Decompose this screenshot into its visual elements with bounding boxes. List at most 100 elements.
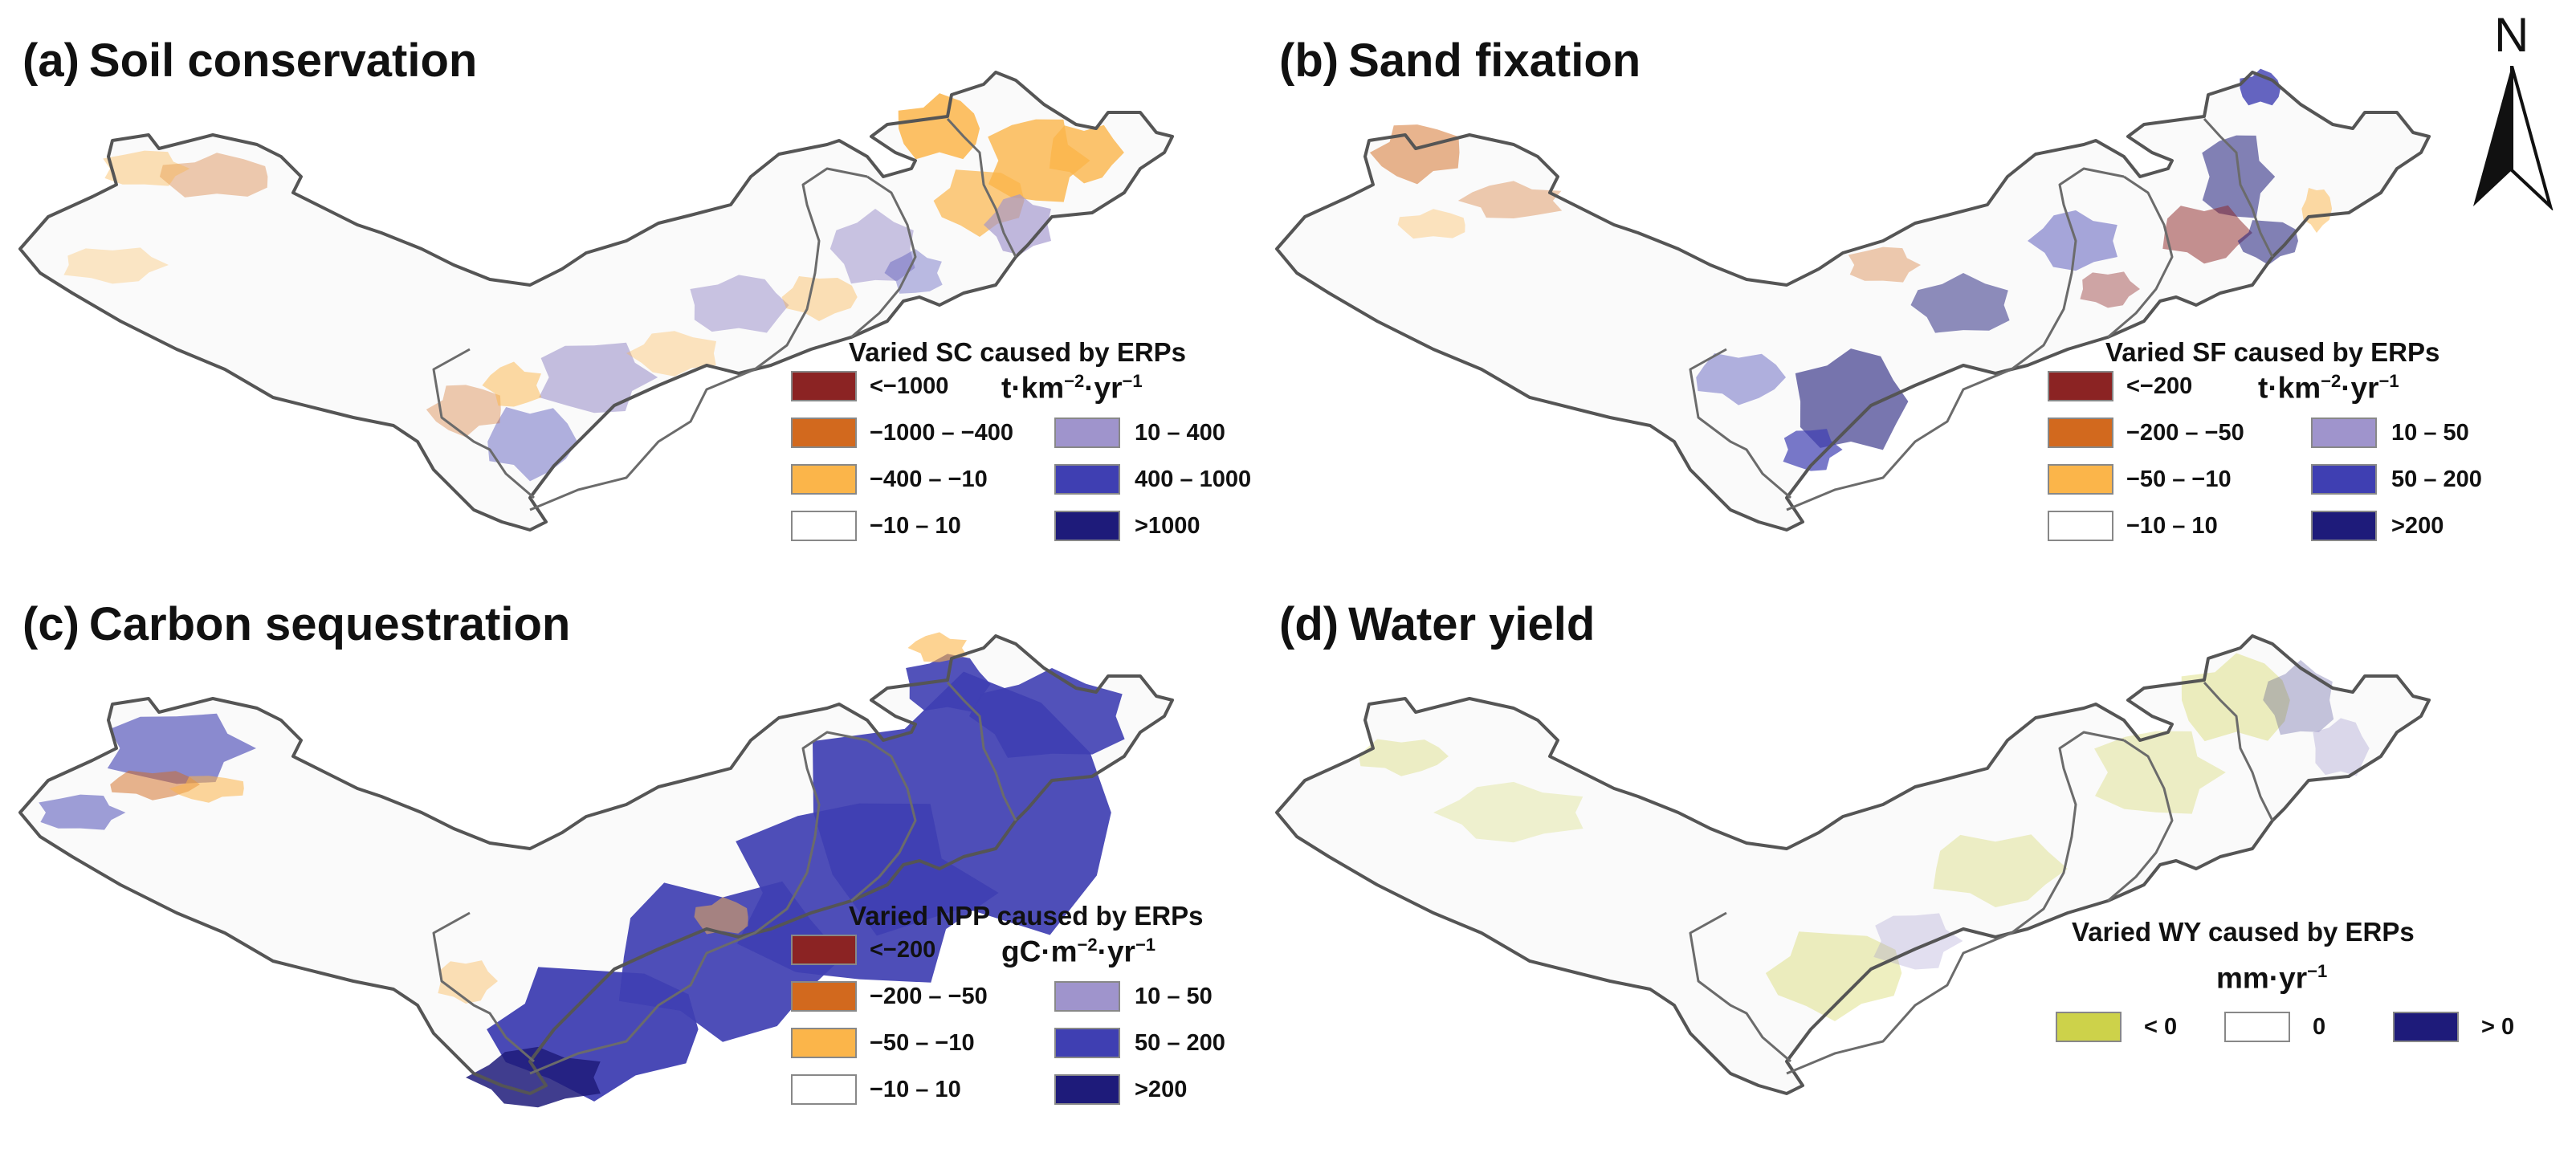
map-patch [1873, 913, 1963, 970]
legend-label: 10 – 400 [1135, 420, 1225, 446]
legend-swatch [2311, 511, 2377, 541]
inner-boundary [946, 681, 1017, 821]
legend-label: >1000 [1135, 513, 1200, 539]
panel-title-text: Sand fixation [1348, 35, 1641, 87]
legend-unit: t·km−2·yr−1 [1001, 371, 1143, 405]
map-patch [907, 632, 968, 662]
map-patch [1049, 124, 1124, 184]
north-arrow: N [2464, 11, 2560, 212]
inner-boundary [432, 911, 535, 1063]
map-patch [1359, 739, 1449, 776]
panel-title: (b) Sand fixation [1279, 34, 1641, 88]
inner-boundary [529, 731, 868, 1075]
panel-title-text: Water yield [1348, 598, 1596, 650]
map-patch [884, 249, 943, 294]
panel-letter: (d) [1279, 598, 1339, 650]
legend-label: 10 – 50 [1135, 984, 1213, 1009]
legend-swatch [791, 981, 857, 1012]
legend-swatch [2048, 371, 2113, 401]
panel-soil-conservation: (a) Soil conservation Varied SC caused by… [16, 16, 1269, 578]
panel-sand-fixation: (b) Sand fixation Varied SF caused by ERP… [1273, 16, 2525, 578]
map-patch [539, 342, 658, 413]
inner-boundary [529, 167, 868, 511]
map-patches [1359, 653, 2370, 1021]
legend-swatch [1054, 1028, 1120, 1058]
legend-label: −1000 – −400 [870, 420, 1014, 446]
map-patch [103, 150, 190, 186]
map-patch [1696, 352, 1786, 405]
legend-swatch [1054, 1074, 1120, 1105]
map-patch [1369, 124, 1460, 185]
north-arrow-icon [2473, 66, 2554, 210]
map-patch [2237, 220, 2298, 265]
map-patch [1765, 931, 1902, 1021]
legend-label: −50 – −10 [870, 1030, 975, 1056]
map-patch [2094, 731, 2226, 814]
inner-boundary [2107, 739, 2174, 902]
legend-label: 400 – 1000 [1135, 466, 1252, 492]
legend-unit: gC·m−2·yr−1 [1001, 935, 1156, 968]
panel-carbon-sequestration: (c) Carbon sequestration Varied NPP cause… [16, 580, 1269, 1142]
legend-swatch [2048, 511, 2113, 541]
map-patch [690, 275, 789, 333]
legend-swatch [1054, 418, 1120, 448]
legend: Varied SC caused by ERPs t·km−2·yr−1 <−1… [791, 337, 1273, 578]
legend-swatch [791, 511, 857, 541]
legend: Varied NPP caused by ERPs gC·m−2·yr−1 <−… [791, 901, 1273, 1142]
panel-letter: (c) [22, 598, 79, 650]
map-patch [159, 153, 268, 198]
map-patches [1369, 68, 2333, 471]
legend-swatch [791, 1028, 857, 1058]
legend-unit: mm·yr−1 [2216, 961, 2328, 995]
map-patch [169, 776, 244, 803]
map-patches [63, 93, 1124, 482]
carbon-sequestration-map [18, 632, 1174, 1108]
map-patch [2181, 653, 2290, 742]
legend-label: −200 – −50 [870, 984, 988, 1009]
panel-letter: (b) [1279, 35, 1339, 87]
legend-swatch [2311, 464, 2377, 495]
legend-label: −10 – 10 [870, 1077, 961, 1102]
map-patch [426, 385, 501, 438]
region-outline [1275, 71, 2431, 532]
legend-swatch [2056, 1012, 2122, 1042]
legend-title: Varied NPP caused by ERPs [849, 901, 1204, 931]
inner-boundary [2203, 681, 2274, 821]
map-patch [1933, 834, 2068, 907]
inner-boundary [1689, 911, 1791, 1063]
map-patch [2162, 205, 2252, 264]
legend-label: −400 – −10 [870, 466, 988, 492]
legend-title: Varied SF caused by ERPs [2105, 337, 2440, 367]
legend-unit: t·km−2·yr−1 [2258, 371, 2399, 405]
north-label: N [2494, 8, 2529, 62]
map-patch [1457, 181, 1563, 218]
map-patch [1848, 246, 1921, 283]
sand-fixation-map [1275, 68, 2431, 532]
map-patch [1433, 781, 1584, 843]
legend-swatch [791, 464, 857, 495]
map-patch [898, 93, 980, 160]
map-patch [626, 331, 716, 377]
map-patch [39, 794, 126, 830]
legend-swatch [2393, 1012, 2459, 1042]
legend: Varied SF caused by ERPs t·km−2·yr−1 <−2… [2048, 337, 2529, 578]
legend-swatch [1054, 511, 1120, 541]
legend-swatch [2224, 1012, 2290, 1042]
panel-letter: (a) [22, 35, 79, 87]
map-patch [438, 960, 498, 1004]
legend-label: <−200 [870, 937, 936, 963]
legend-label: >200 [2391, 513, 2444, 539]
inner-boundary [2107, 175, 2174, 339]
legend-swatch [791, 418, 857, 448]
legend-label: 50 – 200 [1135, 1030, 1225, 1056]
legend-label: 50 – 200 [2391, 466, 2482, 492]
legend-label: 10 – 50 [2391, 420, 2469, 446]
inner-boundary [946, 117, 1017, 258]
map-patch [466, 1046, 601, 1108]
legend-swatch [2048, 464, 2113, 495]
soil-conservation-map [18, 71, 1174, 532]
inner-boundary [432, 348, 535, 499]
map-patch [829, 209, 915, 284]
map-patch [781, 276, 858, 321]
region-boundaries [1275, 71, 2431, 532]
